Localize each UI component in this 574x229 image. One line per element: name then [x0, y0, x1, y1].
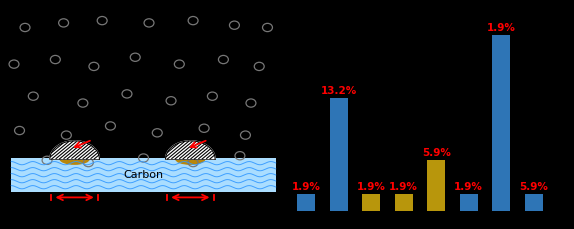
Text: 13.2%: 13.2% — [320, 85, 357, 95]
Bar — [460, 194, 478, 211]
Text: 5.9%: 5.9% — [519, 182, 548, 192]
Bar — [362, 194, 380, 211]
Text: 1.9%: 1.9% — [356, 182, 386, 192]
Text: 1.9%: 1.9% — [389, 182, 418, 192]
Polygon shape — [165, 141, 215, 159]
Bar — [11, 158, 276, 192]
Bar — [297, 194, 315, 211]
Text: 1.9%: 1.9% — [454, 182, 483, 192]
Ellipse shape — [60, 153, 90, 165]
Ellipse shape — [175, 153, 205, 165]
Text: Carbon: Carbon — [123, 170, 164, 180]
Text: 5.9%: 5.9% — [422, 148, 451, 158]
Bar — [525, 194, 542, 211]
Text: 1.9%: 1.9% — [487, 23, 515, 33]
Bar — [329, 98, 348, 211]
Bar — [492, 35, 510, 211]
Polygon shape — [50, 141, 99, 159]
Bar — [427, 160, 445, 211]
Bar — [395, 194, 413, 211]
Text: 1.9%: 1.9% — [292, 182, 320, 192]
